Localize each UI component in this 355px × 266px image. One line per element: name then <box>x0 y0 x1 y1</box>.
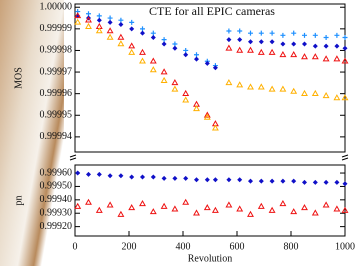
y-tick-label: 0.99994 <box>40 131 73 142</box>
x-tick-label: 1000 <box>335 241 355 252</box>
chart-title: CTE for all EPIC cameras <box>149 4 275 18</box>
y-tick-label: 0.99930 <box>40 208 73 219</box>
y-tick-label: 0.99960 <box>40 167 73 178</box>
y-axis-label: MOS <box>13 67 24 89</box>
page: CTE for all EPIC cameras 1.00000 0.99999 0… <box>0 0 355 266</box>
x-tick-label: 800 <box>284 241 299 252</box>
y-tick-label: 0.99950 <box>40 181 73 192</box>
y-tick-label: 1.00000 <box>40 2 73 13</box>
y-axis-label: pn <box>13 196 24 206</box>
x-tick-label: 400 <box>176 241 191 252</box>
y-tick-label: 0.99997 <box>40 66 73 77</box>
y-tick-label: 0.99940 <box>40 194 73 205</box>
y-tick-label: 0.99999 <box>40 23 73 34</box>
y-tick-label: 0.99995 <box>40 110 73 121</box>
x-axis-label: Revolution <box>188 253 232 264</box>
x-tick-label: 200 <box>122 241 137 252</box>
y-tick-label: 0.99996 <box>40 88 73 99</box>
chart-background <box>64 0 355 266</box>
x-tick-label: 600 <box>230 241 245 252</box>
chart: CTE for all EPIC cameras 1.00000 0.99999 0… <box>0 0 355 266</box>
y-tick-label: 0.99920 <box>40 221 73 232</box>
y-tick-label: 0.99998 <box>40 45 73 56</box>
x-tick-label: 0 <box>73 241 78 252</box>
